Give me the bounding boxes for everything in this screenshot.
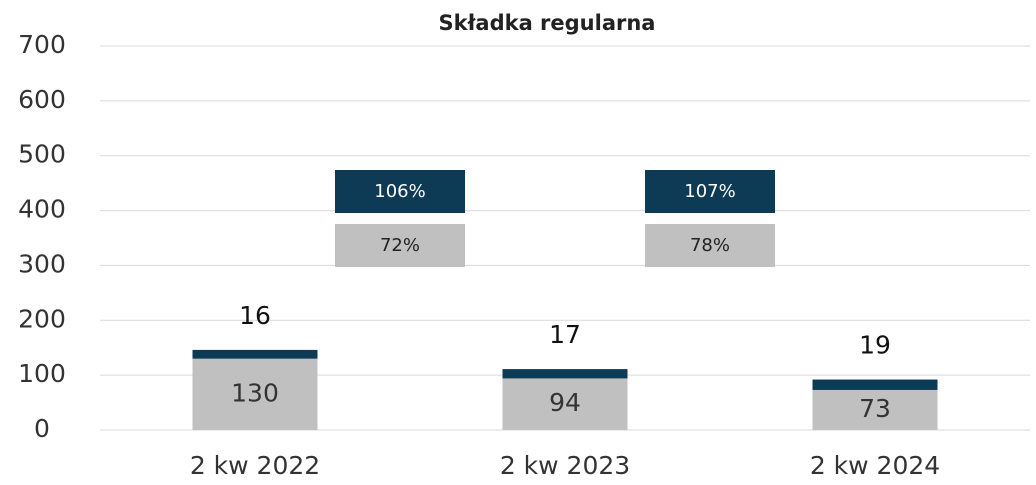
- data-label: 73: [859, 394, 891, 423]
- annotation-text: 106%: [374, 181, 425, 202]
- annotation-box: [335, 224, 465, 267]
- x-tick-label: 2 kw 2023: [500, 451, 630, 480]
- y-tick-label: 400: [18, 195, 66, 224]
- annotation-box: [335, 170, 465, 213]
- annotation-box: [645, 170, 775, 213]
- y-tick-label: 100: [18, 359, 66, 388]
- annotation-box: [645, 224, 775, 267]
- bar-segment: [812, 389, 938, 430]
- bar-segment: [502, 378, 628, 430]
- y-tick-label: 300: [18, 249, 66, 278]
- bar-segment: [502, 369, 628, 379]
- y-tick-label: 0: [34, 414, 50, 443]
- data-label: 130: [231, 378, 279, 407]
- bar-segment: [812, 379, 938, 390]
- data-label: 19: [859, 331, 891, 360]
- x-tick-label: 2 kw 2022: [190, 451, 320, 480]
- y-tick-label: 200: [18, 304, 66, 333]
- annotation-text: 78%: [690, 235, 730, 256]
- y-tick-label: 500: [18, 140, 66, 169]
- data-label: 16: [239, 301, 271, 330]
- data-label: 94: [549, 388, 581, 417]
- annotation-text: 72%: [380, 235, 420, 256]
- y-tick-label: 600: [18, 85, 66, 114]
- x-tick-label: 2 kw 2024: [810, 451, 940, 480]
- chart-title: Składka regularna: [439, 11, 656, 35]
- y-tick-label: 700: [18, 30, 66, 59]
- bar-segment: [192, 358, 318, 430]
- data-label: 17: [549, 320, 581, 349]
- bar-segment: [192, 349, 318, 359]
- annotation-text: 107%: [684, 181, 735, 202]
